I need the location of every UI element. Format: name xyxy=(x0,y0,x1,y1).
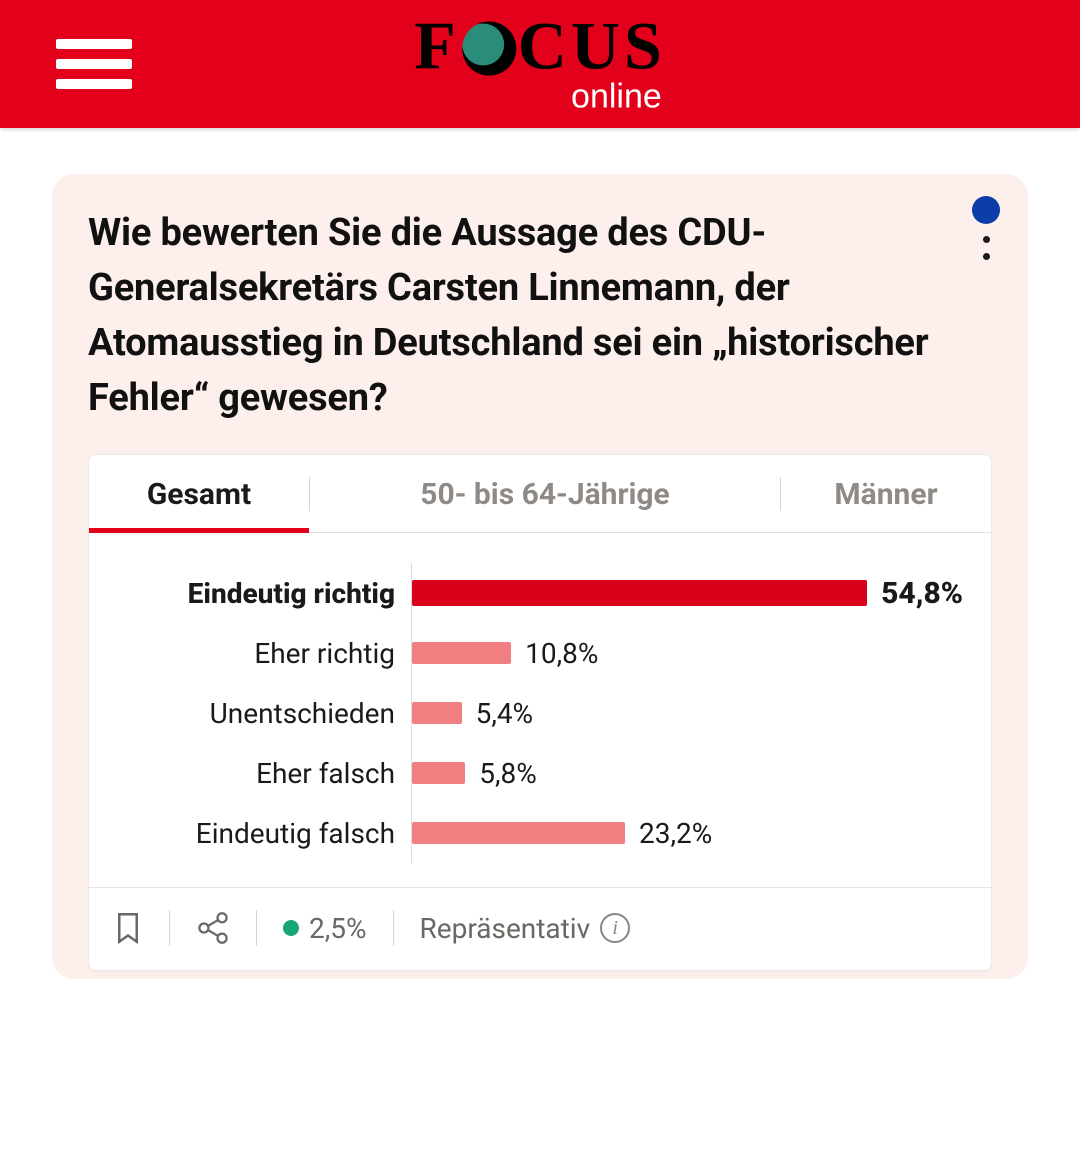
brand-letter-f: F xyxy=(414,12,460,80)
engagement-pct: 2,5% xyxy=(309,912,367,945)
pulse-dot-icon xyxy=(283,920,299,936)
chart-row-cell: 10,8% xyxy=(411,623,963,683)
chart-row-cell: 23,2% xyxy=(411,803,963,863)
globe-icon xyxy=(462,22,516,76)
chart-row-value: 5,4% xyxy=(476,697,534,730)
poll-tabs: Gesamt 50- bis 64-Jährige Männer xyxy=(89,455,991,533)
chart-bar xyxy=(412,822,625,844)
poll-bar-chart: Eindeutig richtig 54,8% Eher richtig 10,8% U… xyxy=(89,533,991,871)
tab-label: Männer xyxy=(834,477,937,512)
engagement-indicator: 2,5% xyxy=(283,912,367,945)
tab-gesamt[interactable]: Gesamt xyxy=(89,455,309,532)
chart-row-value: 10,8% xyxy=(525,637,598,670)
chart-row: Eher richtig 10,8% xyxy=(101,623,963,683)
footer-separator xyxy=(393,910,394,946)
chart-row-cell: 5,4% xyxy=(411,683,963,743)
poll-question: Wie bewerten Sie die Aussage des CDU-Gen… xyxy=(88,206,992,426)
chart-row: Unentschieden 5,4% xyxy=(101,683,963,743)
representative-label: Repräsentativ xyxy=(420,912,591,945)
poll-panel: Gesamt 50- bis 64-Jährige Männer Eindeut… xyxy=(88,454,992,971)
brand-wordmark: F CUS xyxy=(414,12,666,80)
chart-bar xyxy=(412,642,511,664)
site-header: F CUS online xyxy=(0,0,1080,128)
footer-separator xyxy=(169,910,170,946)
more-menu-icon[interactable] xyxy=(983,236,990,260)
notification-dot-icon xyxy=(972,196,1000,224)
representative-badge[interactable]: Repräsentativ i xyxy=(420,912,631,945)
chart-row-label: Eher richtig xyxy=(101,637,411,670)
bookmark-icon[interactable] xyxy=(113,910,143,946)
chart-row: Eher falsch 5,8% xyxy=(101,743,963,803)
poll-footer: 2,5% Repräsentativ i xyxy=(89,887,991,970)
footer-separator xyxy=(256,910,257,946)
poll-card: Wie bewerten Sie die Aussage des CDU-Gen… xyxy=(52,174,1028,979)
chart-row-cell: 54,8% xyxy=(411,563,963,623)
chart-row: Eindeutig richtig 54,8% xyxy=(101,563,963,623)
share-icon[interactable] xyxy=(196,911,230,945)
chart-bar xyxy=(412,580,867,606)
chart-bar xyxy=(412,762,465,784)
brand-logo[interactable]: F CUS online xyxy=(414,12,666,117)
chart-row-label: Eindeutig richtig xyxy=(101,577,411,610)
tab-label: Gesamt xyxy=(147,477,251,512)
tab-label: 50- bis 64-Jährige xyxy=(420,477,670,512)
chart-row-label: Eher falsch xyxy=(101,757,411,790)
info-icon: i xyxy=(600,913,630,943)
chart-row-label: Unentschieden xyxy=(101,697,411,730)
chart-row-value: 5,8% xyxy=(479,757,537,790)
chart-row: Eindeutig falsch 23,2% xyxy=(101,803,963,863)
chart-row-cell: 5,8% xyxy=(411,743,963,803)
menu-icon[interactable] xyxy=(56,39,132,89)
chart-row-value: 54,8% xyxy=(881,576,963,611)
tab-50-64[interactable]: 50- bis 64-Jährige xyxy=(310,455,780,532)
chart-row-value: 23,2% xyxy=(639,817,712,850)
chart-bar xyxy=(412,702,462,724)
brand-letters-cus: CUS xyxy=(518,12,666,80)
chart-row-label: Eindeutig falsch xyxy=(101,817,411,850)
tab-maenner[interactable]: Männer xyxy=(781,455,991,532)
